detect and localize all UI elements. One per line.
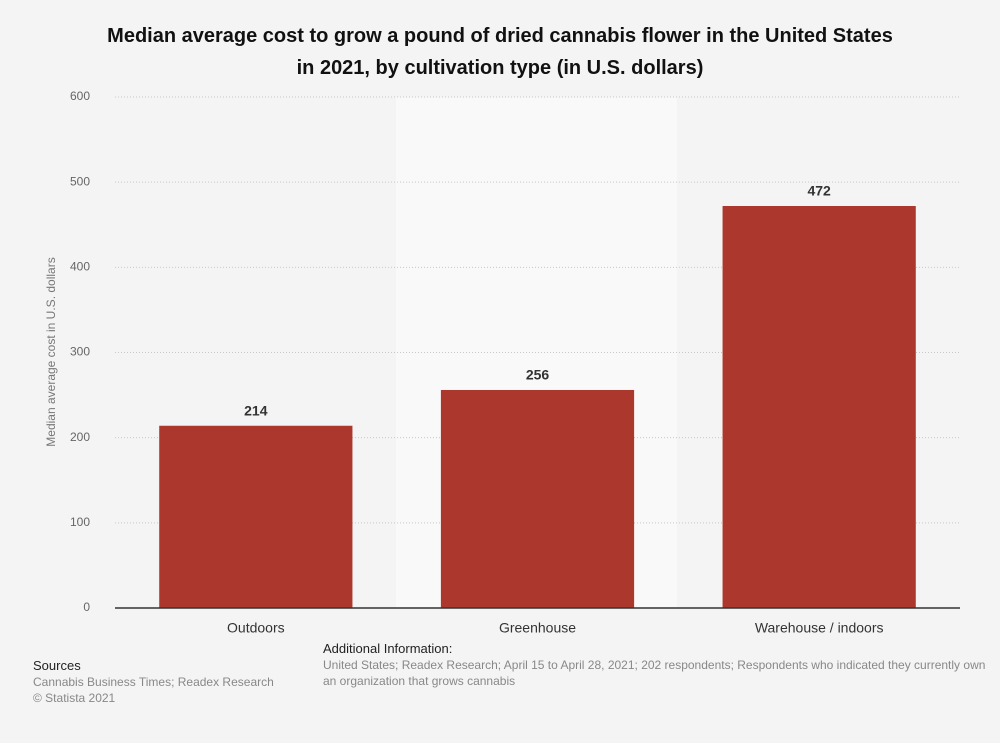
x-tick-label: Outdoors [227, 620, 285, 636]
y-tick-label: 0 [83, 600, 90, 614]
value-label: 214 [244, 402, 268, 418]
bar [159, 425, 353, 608]
y-axis-label: Median average cost in U.S. dollars [44, 257, 58, 446]
value-label: 256 [526, 367, 550, 383]
value-label: 472 [807, 183, 831, 199]
copyright: © Statista 2021 [33, 691, 116, 705]
y-tick-label: 400 [70, 260, 90, 274]
bar [440, 389, 635, 608]
additional-info-heading: Additional Information: [323, 641, 453, 656]
y-tick-label: 100 [70, 515, 90, 529]
y-tick-label: 200 [70, 430, 90, 444]
additional-info: Additional Information: United States; R… [323, 641, 1000, 689]
y-tick-label: 600 [70, 89, 90, 103]
sources-heading: Sources [33, 658, 81, 673]
bar [722, 206, 916, 608]
x-tick-label: Warehouse / indoors [755, 620, 884, 636]
y-tick-label: 300 [70, 345, 90, 359]
sources-text: Cannabis Business Times; Readex Research [33, 675, 274, 689]
additional-info-text: United States; Readex Research; April 15… [323, 658, 986, 688]
x-tick-label: Greenhouse [499, 620, 576, 636]
sources: Sources Cannabis Business Times; Readex … [33, 658, 274, 706]
chart-title: Median average cost to grow a pound of d… [107, 25, 893, 79]
y-tick-label: 500 [70, 174, 90, 188]
